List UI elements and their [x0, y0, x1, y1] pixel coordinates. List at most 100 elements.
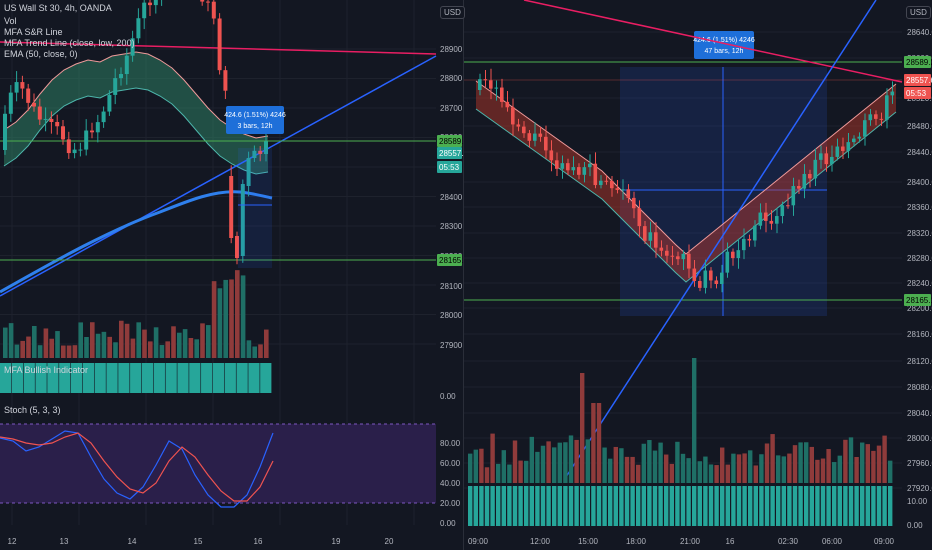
candle-body — [582, 167, 587, 175]
volume-bar — [692, 358, 697, 483]
volume-bar — [658, 442, 663, 483]
right-chart-canvas[interactable]: 28640.028600.028520.028480.028440.028400… — [464, 0, 932, 550]
volume-bar — [574, 439, 579, 483]
legend-sr-line[interactable]: MFA S&R Line — [4, 27, 63, 37]
bullish-bar — [212, 363, 225, 393]
vol-tick: 0.00 — [907, 521, 923, 530]
right-support-tag: 28165.1 — [906, 296, 932, 305]
bullish-bar — [59, 363, 71, 393]
bullish-bar — [804, 486, 809, 526]
pane-divider[interactable] — [463, 0, 464, 550]
right-time-tick: 12:00 — [530, 537, 551, 546]
volume-bar — [540, 445, 546, 483]
bullish-bar — [512, 486, 518, 526]
candle-body — [890, 91, 895, 96]
candle-body — [824, 153, 829, 165]
candle-body — [20, 82, 25, 89]
legend-trend-line[interactable]: MFA Trend Line (close, low, 200) — [4, 38, 135, 48]
stoch-d-line — [0, 432, 274, 502]
volume-bar — [580, 373, 585, 483]
volume-bar — [252, 346, 257, 358]
candle-body — [14, 82, 19, 93]
bullish-bar — [686, 486, 691, 526]
bullish-bar — [260, 363, 272, 393]
ema-line — [0, 190, 273, 294]
stoch-label[interactable]: Stoch (5, 3, 3) — [4, 405, 61, 415]
measure-label-bg — [694, 31, 754, 59]
bullish-bar — [703, 486, 708, 526]
volume-bar — [714, 465, 719, 483]
right-chart-pane[interactable]: 28640.028600.028520.028480.028440.028400… — [464, 0, 932, 550]
candle-body — [516, 124, 521, 127]
bullish-bar — [652, 486, 658, 526]
left-chart-pane[interactable]: 28900.028800.028700.028600.028500.028400… — [0, 0, 463, 550]
right-currency-badge[interactable]: USD — [906, 6, 931, 19]
bullish-bar — [496, 486, 501, 526]
candle-body — [681, 253, 686, 260]
right-time-tick: 16 — [726, 537, 735, 546]
right-support-tag-bg — [904, 294, 931, 306]
left-legend: Vol MFA S&R Line MFA Trend Line (close, … — [4, 16, 135, 60]
volume-bar — [871, 450, 876, 483]
candle-body — [26, 88, 31, 103]
bullish-bar — [809, 486, 814, 526]
stoch-k-line — [0, 430, 274, 508]
candle-body — [626, 189, 631, 198]
bullish-bar — [574, 486, 579, 526]
bullish-bar — [792, 486, 798, 526]
left-currency-badge[interactable]: USD — [440, 6, 465, 19]
bullish-bar — [479, 486, 484, 526]
volume-bar — [188, 338, 194, 358]
left-symbol-title: US Wall St 30, 4h, OANDA — [4, 3, 112, 13]
bullish-bar — [759, 486, 764, 526]
candle-body — [229, 176, 234, 238]
volume-bar — [136, 322, 141, 358]
measure-text-2: 3 bars, 12h — [237, 123, 272, 130]
left-chart-canvas[interactable]: 28900.028800.028700.028600.028500.028400… — [0, 0, 463, 550]
volume-bar — [171, 326, 176, 358]
candle-body — [538, 133, 543, 137]
right-time-tick: 02:30 — [778, 537, 799, 546]
candle-body — [654, 232, 658, 248]
candle-body — [868, 114, 873, 121]
bullish-bar — [832, 486, 837, 526]
bullish-bar — [35, 363, 47, 393]
volume-bar — [49, 338, 54, 358]
bullish-bar — [130, 363, 142, 393]
volume-bar — [697, 461, 702, 483]
volume-bar — [153, 327, 159, 358]
candle-body — [500, 87, 504, 102]
candle-body — [489, 80, 493, 89]
bullish-indicator-label[interactable]: MFA Bullish Indicator — [4, 365, 89, 375]
bullish-bar — [837, 486, 842, 526]
legend-ema[interactable]: EMA (50, close, 0) — [4, 49, 78, 59]
candle-body — [206, 1, 210, 3]
candle-body — [879, 118, 884, 120]
bullish-bar — [47, 363, 59, 393]
volume-bar — [759, 454, 764, 483]
volume-bar — [240, 275, 246, 358]
bullish-bar — [11, 363, 24, 393]
volume-bar — [78, 322, 83, 358]
left-price-tick: 28300.0 — [440, 222, 463, 231]
bullish-bar — [177, 363, 189, 393]
bullish-bar — [742, 486, 747, 526]
right-price-tick: 28120.0 — [907, 357, 932, 366]
left-time-tick: 16 — [254, 537, 263, 546]
candle-body — [32, 102, 36, 107]
volume-bar — [148, 341, 153, 358]
left-time-tick: 14 — [128, 537, 137, 546]
bullish-bar — [619, 486, 624, 526]
bullish-bar — [585, 486, 590, 526]
candle-body — [857, 136, 862, 139]
volume-bar — [535, 451, 540, 483]
volume-bar — [119, 320, 124, 358]
legend-vol[interactable]: Vol — [4, 16, 17, 26]
left-countdown-tag-bg — [437, 161, 462, 173]
bullish-bar — [736, 486, 742, 526]
volume-bar — [596, 403, 602, 483]
right-price-tick: 28200.0 — [907, 304, 932, 313]
volume-bar — [815, 459, 820, 483]
stoch-tick: 80.00 — [440, 439, 461, 448]
candle-body — [505, 101, 510, 108]
